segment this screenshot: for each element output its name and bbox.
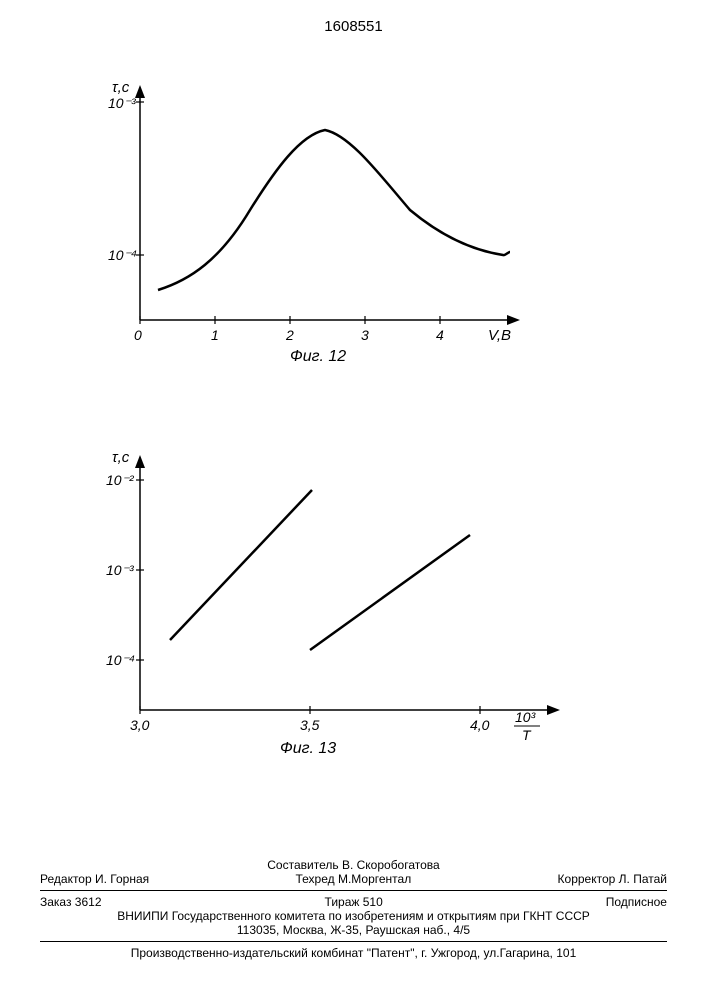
techred: Техред М.Моргентал — [295, 872, 411, 886]
x-axis-label-13-num: 10³ — [515, 709, 536, 725]
figure-12-caption: Фиг. 12 — [290, 348, 346, 366]
corrector: Корректор Л. Патай — [558, 872, 667, 886]
x-tick-13-0: 3,0 — [130, 717, 150, 733]
x-tick-13-1: 3,5 — [300, 717, 320, 733]
figure-13-caption: Фиг. 13 — [280, 740, 336, 758]
tirazh: Тираж 510 — [325, 895, 383, 909]
chart-13-line-2 — [310, 535, 470, 650]
chart-12-curve — [158, 130, 510, 290]
page-number: 1608551 — [0, 18, 707, 35]
editor: Редактор И. Горная — [40, 872, 149, 886]
order-number: Заказ 3612 — [40, 895, 102, 909]
org-line: ВНИИПИ Государственного комитета по изоб… — [40, 909, 667, 923]
credits-row: Редактор И. Горная Техред М.Моргентал Ко… — [40, 872, 667, 886]
document-footer: Составитель В. Скоробогатова Редактор И.… — [40, 858, 667, 960]
order-row: Заказ 3612 Тираж 510 Подписное — [40, 895, 667, 909]
x-tick-2: 2 — [285, 327, 294, 343]
x-tick-1: 1 — [211, 327, 219, 343]
x-axis-label-13-den: T — [522, 727, 532, 743]
x-axis-label-12: V,В — [488, 327, 511, 344]
address-line: 113035, Москва, Ж-35, Раушская наб., 4/5 — [40, 923, 667, 937]
x-tick-13-2: 4,0 — [470, 717, 490, 733]
x-tick-3: 3 — [361, 327, 369, 343]
y-axis-label-12: τ,с — [112, 80, 130, 96]
x-tick-0: 0 — [134, 327, 142, 343]
publisher-line: Производственно-издательский комбинат "П… — [40, 946, 667, 960]
figure-12: 10⁻³ 10⁻⁴ τ,с 0 1 2 3 4 V,В Фиг. 12 — [100, 80, 520, 365]
y-axis-label-13: τ,с — [112, 450, 130, 466]
y-tick-13-2: 10⁻⁴ — [106, 652, 135, 668]
divider-2 — [40, 941, 667, 942]
x-tick-4: 4 — [436, 327, 444, 343]
y-tick-13-0: 10⁻² — [106, 472, 135, 488]
divider-1 — [40, 890, 667, 891]
y-tick-0: 10⁻³ — [108, 95, 136, 111]
y-tick-1: 10⁻⁴ — [108, 247, 137, 263]
subscription: Подписное — [606, 895, 667, 909]
chart-13-line-1 — [170, 490, 312, 640]
chart-12-svg: 10⁻³ 10⁻⁴ τ,с 0 1 2 3 4 V,В — [100, 80, 520, 360]
figure-13: 10⁻² 10⁻³ 10⁻⁴ τ,с 3,0 3,5 4,0 10³ T Фиг… — [100, 450, 560, 755]
chart-13-svg: 10⁻² 10⁻³ 10⁻⁴ τ,с 3,0 3,5 4,0 10³ T — [100, 450, 560, 750]
y-tick-13-1: 10⁻³ — [106, 562, 134, 578]
compiler-line: Составитель В. Скоробогатова — [40, 858, 667, 872]
